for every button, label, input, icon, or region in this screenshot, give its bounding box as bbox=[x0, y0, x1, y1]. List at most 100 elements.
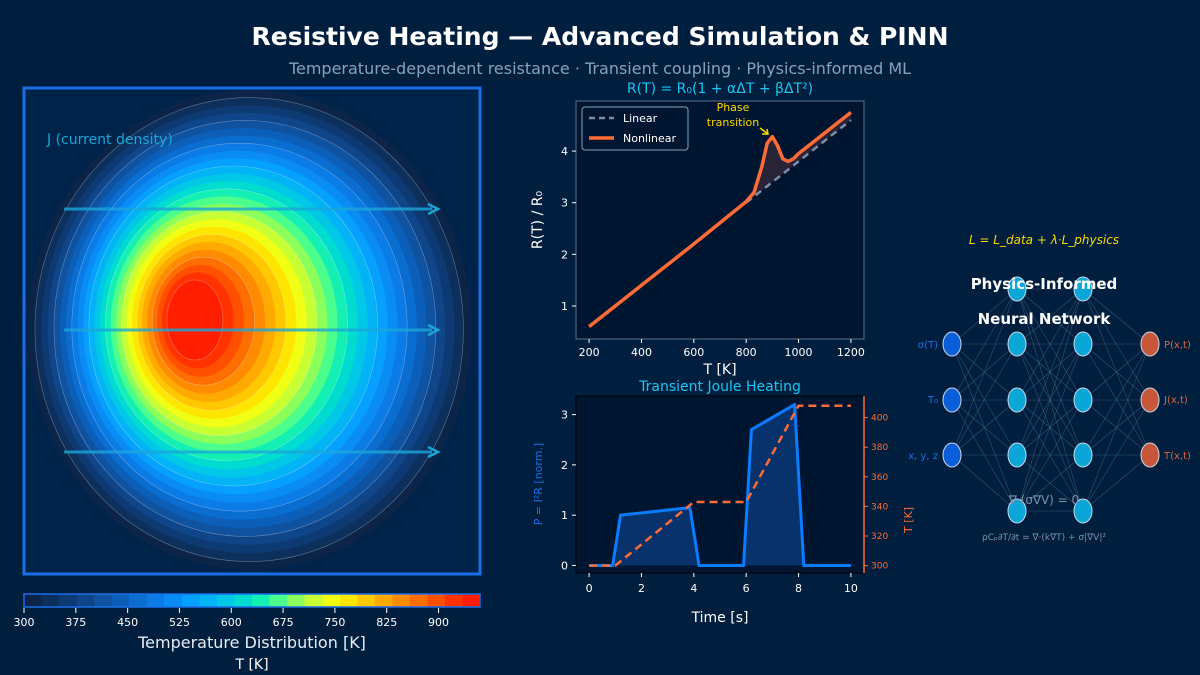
rt-legend: Linear Nonlinear bbox=[581, 106, 689, 151]
y-tick-label: 1 bbox=[561, 300, 568, 313]
pinn-equation-laplace: ∇·(σ∇V) = 0 bbox=[1008, 493, 1079, 507]
x-tick-label: 400 bbox=[631, 346, 652, 359]
y-tick-label: 3 bbox=[561, 197, 568, 210]
network-edge bbox=[1016, 343, 1084, 512]
network-edge bbox=[1082, 454, 1151, 512]
resistance-chart: 200 400 600 800 1000 1200 1 2 3 4 R(T) = R₀(1 + α… bbox=[530, 81, 865, 378]
page-subtitle: Temperature-dependent resistance · Trans… bbox=[288, 59, 912, 78]
colorbar-segment bbox=[252, 594, 271, 607]
network-edge bbox=[1016, 454, 1084, 512]
colorbar-segment bbox=[427, 594, 446, 607]
transient-chart: 0 2 4 6 8 10 0 1 2 3 300 320 340 360 380 400 Transient … bbox=[532, 379, 915, 626]
colorbar-segment bbox=[444, 594, 463, 607]
input-label: x, y, z bbox=[908, 451, 938, 462]
colorbar-tick-label: 600 bbox=[221, 616, 242, 629]
pinn-title-line2: Neural Network bbox=[978, 310, 1112, 328]
transient-title: Transient Joule Heating bbox=[638, 379, 801, 395]
pinn-title-line1: Physics-Informed bbox=[971, 275, 1118, 293]
page-title: Resistive Heating — Advanced Simulation … bbox=[251, 22, 949, 51]
hidden-node bbox=[1007, 498, 1027, 524]
temperature-contour bbox=[166, 279, 224, 361]
input-node bbox=[942, 331, 962, 357]
colorbar-segment bbox=[146, 594, 165, 607]
y-tick-label: 4 bbox=[561, 145, 568, 158]
hidden-node bbox=[1073, 387, 1093, 413]
output-node bbox=[1140, 442, 1160, 468]
current-density-label: J (current density) bbox=[46, 132, 173, 148]
legend-linear-label: Linear bbox=[623, 112, 658, 125]
network-edge bbox=[951, 399, 1018, 456]
arrow-head-icon bbox=[427, 323, 441, 337]
hidden-node bbox=[1073, 498, 1093, 524]
y-tick-label: 2 bbox=[561, 248, 568, 261]
network-edge bbox=[1082, 343, 1151, 512]
network-edge bbox=[951, 288, 1018, 456]
x-tick-label: 0 bbox=[586, 582, 593, 595]
output-node bbox=[1140, 331, 1160, 357]
colorbar-segment bbox=[304, 594, 323, 607]
network-edge bbox=[1016, 288, 1084, 345]
colorbar-segment bbox=[76, 594, 95, 607]
y-tick-label: 1 bbox=[561, 509, 568, 522]
x-tick-label: 600 bbox=[683, 346, 704, 359]
network-edge bbox=[1082, 288, 1151, 401]
colorbar-segment bbox=[24, 594, 43, 607]
colorbar-tick-label: 675 bbox=[273, 616, 294, 629]
x-tick-label: 1200 bbox=[837, 346, 865, 359]
transient-ylabel-left: P = I²R [norm.] bbox=[532, 443, 545, 525]
output-label: P(x,t) bbox=[1164, 340, 1191, 351]
colorbar-tick-label: 825 bbox=[376, 616, 397, 629]
colorbar-segment bbox=[164, 594, 183, 607]
hidden-node bbox=[1007, 442, 1027, 468]
right-y-tick-label: 320 bbox=[871, 532, 888, 542]
colorbar-segment bbox=[41, 594, 60, 607]
y-tick-label: 0 bbox=[561, 559, 568, 572]
output-node bbox=[1140, 387, 1160, 413]
x-tick-label: 4 bbox=[690, 582, 697, 595]
input-label: σ(T) bbox=[918, 340, 938, 351]
colorbar-segment bbox=[269, 594, 288, 607]
x-tick-label: 10 bbox=[844, 582, 858, 595]
y-tick-label: 3 bbox=[561, 409, 568, 422]
phase-annotation-line1: Phase bbox=[717, 101, 750, 114]
x-tick-label: 2 bbox=[638, 582, 645, 595]
colorbar-segment bbox=[322, 594, 341, 607]
y-tick-label: 2 bbox=[561, 459, 568, 472]
nonlinear-series-line bbox=[588, 110, 852, 328]
output-label: J(x,t) bbox=[1163, 395, 1188, 406]
network-edge bbox=[951, 288, 1018, 401]
hidden-node bbox=[1007, 276, 1027, 302]
colorbar-segment bbox=[234, 594, 253, 607]
temperature-heatmap: J (current density) bbox=[22, 86, 482, 576]
input-node bbox=[942, 387, 962, 413]
transient-ylabel-right: T [K] bbox=[902, 507, 915, 534]
colorbar-frame bbox=[23, 593, 481, 608]
network-edge bbox=[1082, 399, 1151, 512]
pinn-loss: L = L_data + λ·L_physics bbox=[969, 233, 1119, 247]
colorbar-segment bbox=[339, 594, 358, 607]
colorbar-label: T [K] bbox=[234, 657, 268, 673]
colorbar-segment bbox=[462, 594, 481, 607]
network-edge bbox=[1016, 288, 1084, 512]
colorbar-tick-label: 450 bbox=[117, 616, 138, 629]
legend-nonlinear-label: Nonlinear bbox=[623, 132, 677, 145]
linear-series-line bbox=[745, 119, 852, 204]
power-area bbox=[589, 404, 851, 566]
network-edge bbox=[951, 454, 1018, 512]
network-edge bbox=[1082, 343, 1151, 456]
right-y-tick-label: 340 bbox=[871, 502, 888, 512]
colorbar-segment bbox=[181, 594, 200, 607]
hidden-node bbox=[1073, 276, 1093, 302]
colorbar-tick-label: 900 bbox=[428, 616, 449, 629]
x-tick-label: 6 bbox=[743, 582, 750, 595]
colorbar-tick-label: 525 bbox=[169, 616, 190, 629]
network-edge bbox=[951, 343, 1018, 456]
pinn-diagram: L = L_data + λ·L_physics Physics-Informe… bbox=[908, 233, 1191, 543]
colorbar-segment bbox=[374, 594, 393, 607]
arrow-head-icon bbox=[427, 445, 441, 459]
x-tick-label: 800 bbox=[736, 346, 757, 359]
network-edge bbox=[951, 288, 1018, 345]
phase-annotation-line2: transition bbox=[707, 116, 759, 129]
input-label: T₀ bbox=[927, 395, 938, 406]
